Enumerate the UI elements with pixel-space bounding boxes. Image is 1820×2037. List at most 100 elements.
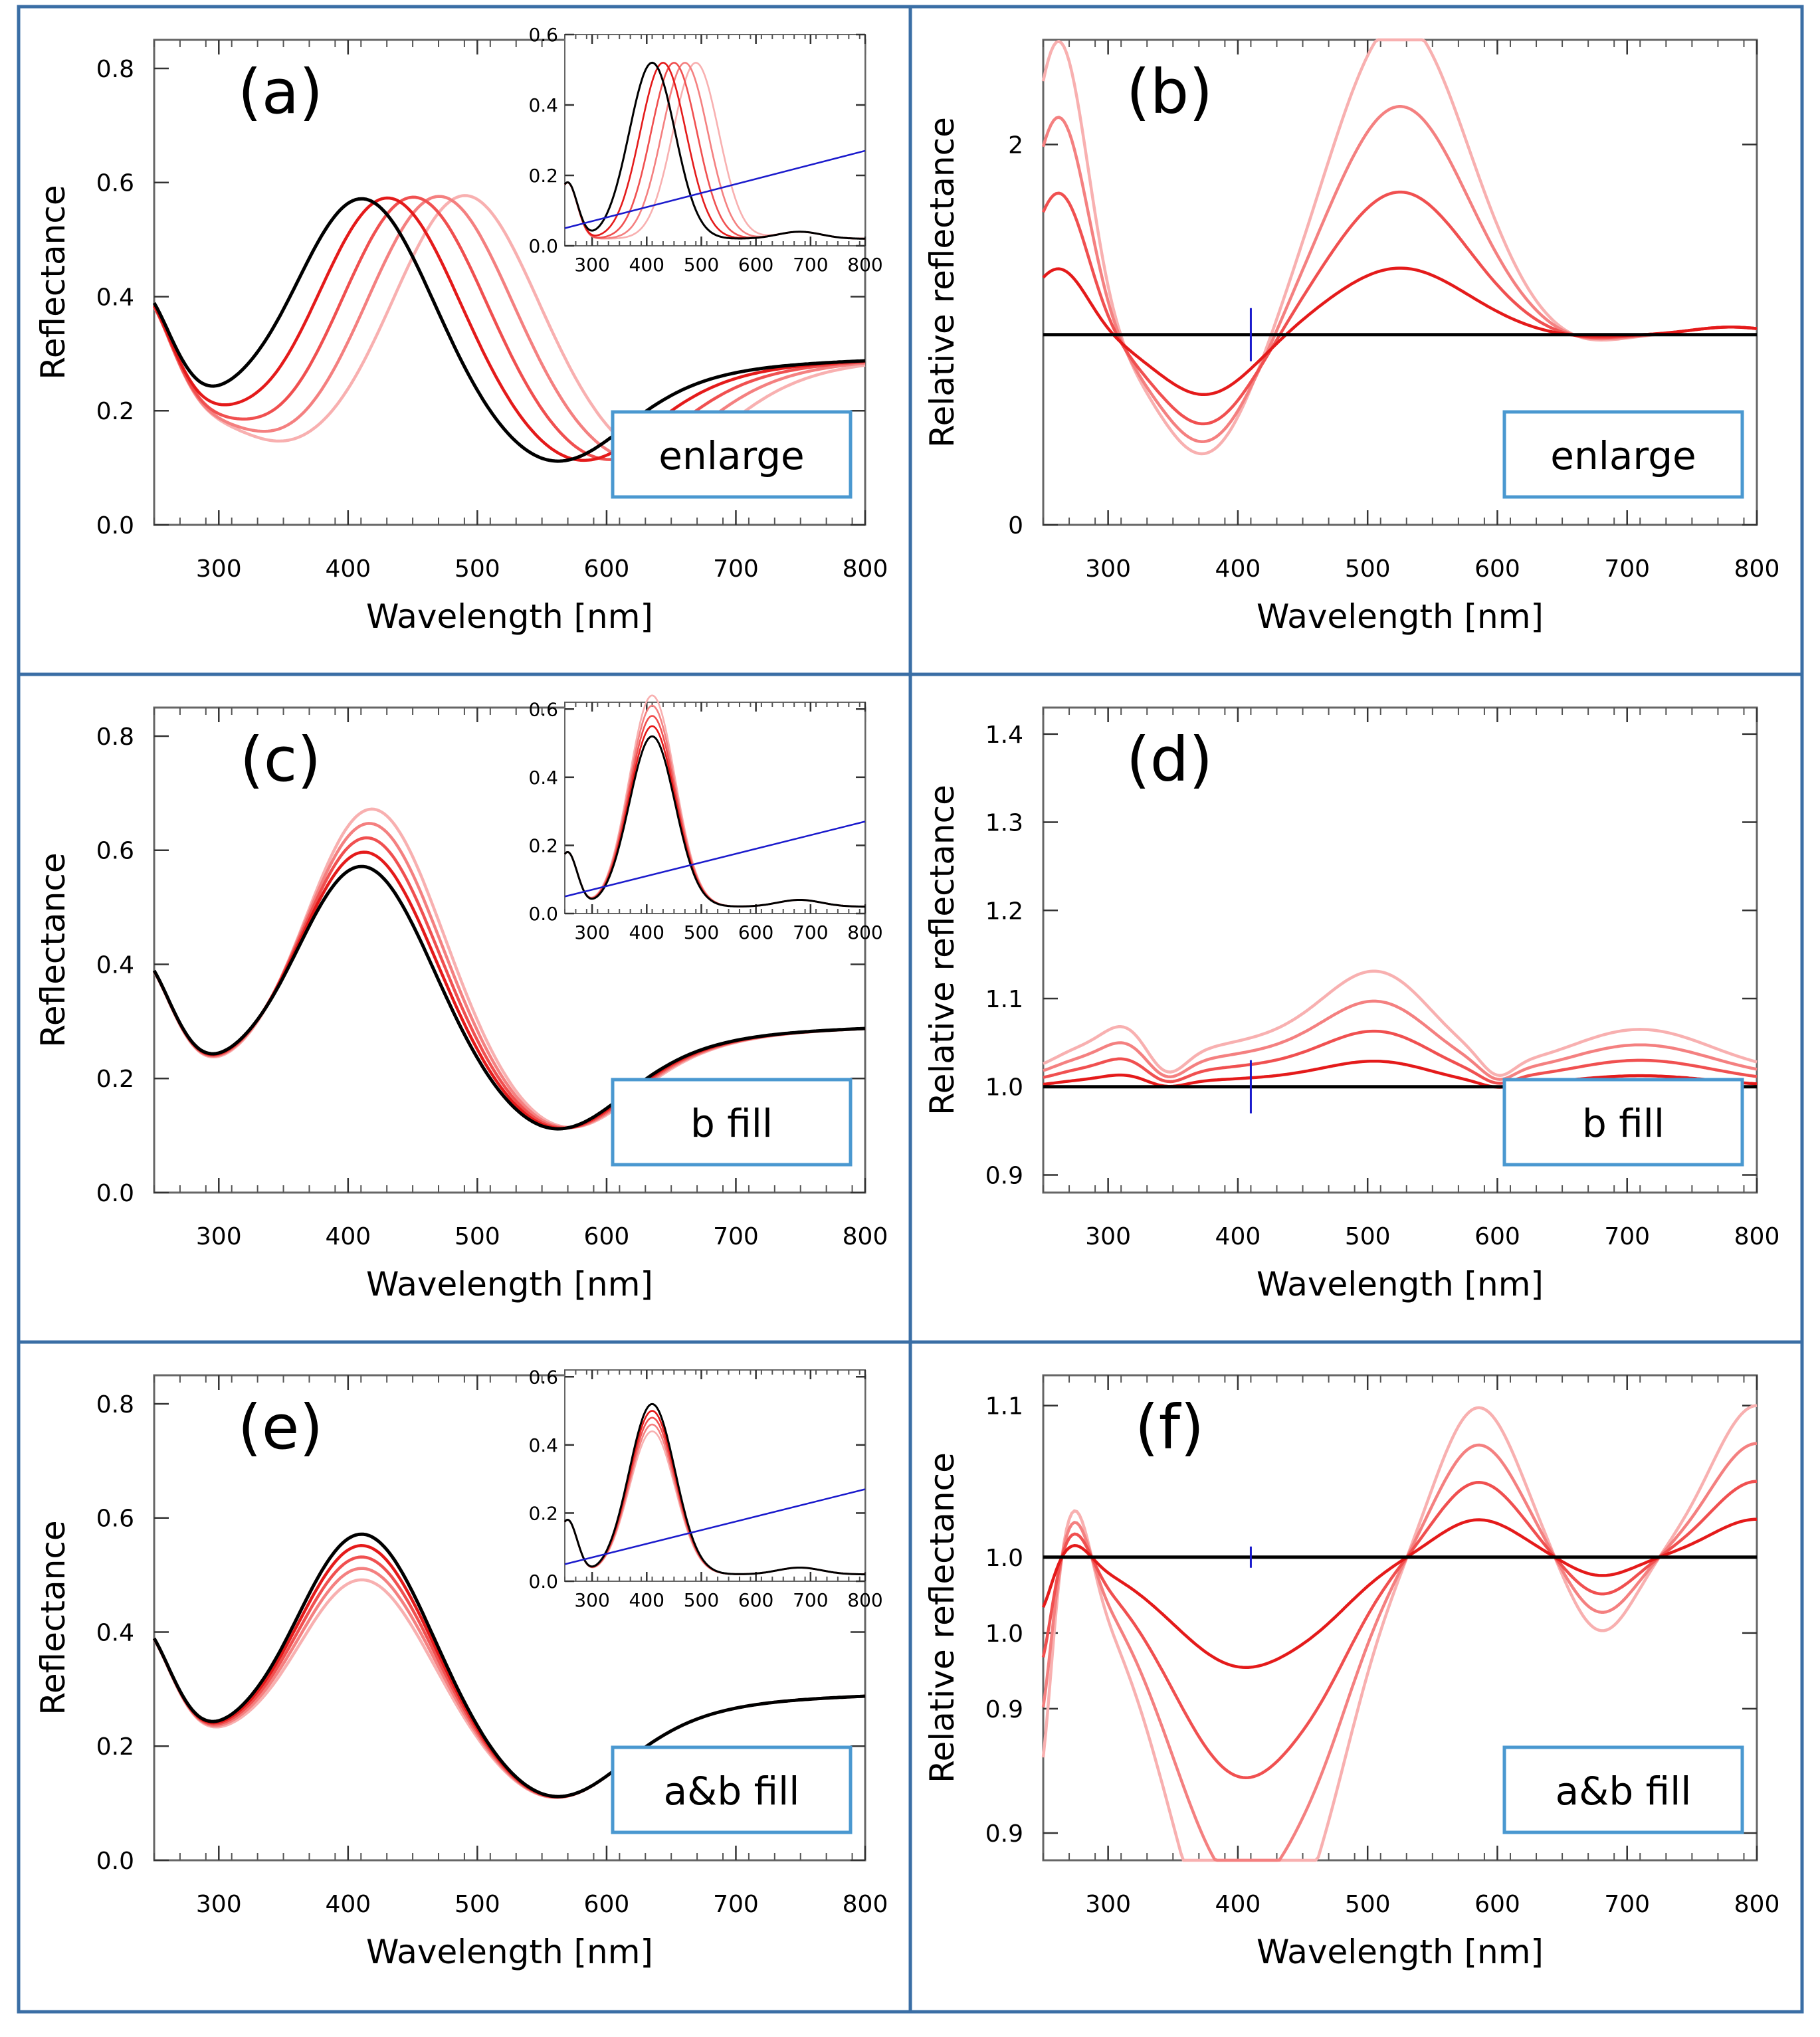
x-tick-label: 700 xyxy=(793,254,828,276)
y-tick-label: 0.8 xyxy=(96,724,134,751)
relative-series-line-4 xyxy=(1041,1404,1758,1862)
x-tick-label: 600 xyxy=(1474,1223,1520,1250)
series-line-3 xyxy=(153,195,866,460)
y-tick-label: 0.9 xyxy=(985,1820,1023,1848)
x-tick-label: 300 xyxy=(196,555,242,583)
x-tick-label: 800 xyxy=(1734,1223,1780,1250)
x-tick-label: 600 xyxy=(584,1223,630,1250)
y-tick-label: 1.1 xyxy=(985,1393,1023,1420)
x-tick-label: 500 xyxy=(1345,1223,1391,1250)
annotation-box-label: enlarge xyxy=(658,433,804,478)
y-tick-label: 0.6 xyxy=(528,698,558,720)
annotation-box-label: b fill xyxy=(690,1101,773,1146)
x-tick-label: 300 xyxy=(574,254,609,276)
inset-plot-frame xyxy=(564,702,866,914)
x-tick-label: 500 xyxy=(455,1891,500,1918)
relative-series-line-3 xyxy=(1041,105,1758,443)
x-tick-label: 300 xyxy=(196,1223,242,1250)
annotation-box xyxy=(611,1745,853,1834)
y-tick-label: 0.2 xyxy=(528,1502,558,1524)
panel-b: 300 400 500 600 700 800 0 2 Wavelength [nm] Relat… xyxy=(923,38,1780,636)
x-tick-label: 400 xyxy=(629,922,664,943)
inset-background xyxy=(565,702,865,914)
x-tick-label: 500 xyxy=(684,1589,719,1611)
y-tick-label: 0.8 xyxy=(96,56,134,83)
y-tick-label: 0.4 xyxy=(96,284,134,311)
reference-series-line xyxy=(152,197,866,463)
y-tick-label: 0.0 xyxy=(528,903,558,925)
y-tick-label: 0.9 xyxy=(985,1696,1023,1723)
y-tick-label: 1.3 xyxy=(985,810,1023,837)
y-tick-label: 0.2 xyxy=(528,834,558,856)
y-axis-label: Reflectance xyxy=(34,185,72,379)
y-tick-label: 0.0 xyxy=(96,512,134,539)
plot-frame xyxy=(153,39,866,526)
x-tick-label: 800 xyxy=(843,1891,888,1918)
annotation-box xyxy=(1502,1078,1744,1167)
y-tick-label: 0.4 xyxy=(96,951,134,979)
y-tick-label: 0.6 xyxy=(528,24,558,46)
y-tick-label: 2 xyxy=(1008,132,1023,159)
x-axis-label: Wavelength [nm] xyxy=(1257,597,1544,636)
panel-d: 300 400 500 600 700 800 0.9 1.0 1.1 1.2 1.3 1.4 Wave… xyxy=(923,706,1780,1304)
y-tick-label: 0.0 xyxy=(96,1180,134,1207)
annotation-box xyxy=(1502,1745,1744,1834)
x-axis-label: Wavelength [nm] xyxy=(1257,1933,1544,1971)
x-tick-label: 600 xyxy=(1474,555,1520,583)
x-tick-label: 700 xyxy=(1604,1891,1650,1918)
annotation-box-label: enlarge xyxy=(1550,433,1696,478)
x-tick-label: 700 xyxy=(713,555,759,583)
y-axis-label: Relative reflectance xyxy=(923,785,961,1116)
y-tick-label: 0.2 xyxy=(96,1733,134,1761)
inset-a: 300 400 500 600 700 800 0.0 0.2 0.4 0.6 xyxy=(528,24,882,276)
panel-label: (f) xyxy=(1135,1392,1204,1463)
inset-background xyxy=(565,35,865,246)
x-tick-label: 800 xyxy=(847,1589,882,1611)
inset-plot-frame xyxy=(564,1369,866,1582)
panel-label: (a) xyxy=(238,56,323,128)
x-tick-label: 700 xyxy=(713,1223,759,1250)
y-tick-label: 0.6 xyxy=(96,1505,134,1533)
x-tick-label: 800 xyxy=(847,254,882,276)
inset-background xyxy=(565,1370,865,1581)
x-tick-label: 500 xyxy=(684,922,719,943)
x-tick-label: 400 xyxy=(1215,555,1261,583)
x-tick-label: 800 xyxy=(1734,1891,1780,1918)
y-tick-label: 0.6 xyxy=(528,1366,558,1388)
x-tick-label: 600 xyxy=(1474,1891,1520,1918)
y-axis-label: Reflectance xyxy=(34,852,72,1047)
x-tick-label: 800 xyxy=(843,1223,888,1250)
x-tick-label: 500 xyxy=(684,254,719,276)
inset-blue-line xyxy=(564,821,866,898)
figure-frame xyxy=(17,5,1804,2014)
y-tick-label: 0.4 xyxy=(528,1434,558,1456)
plot-frame xyxy=(1042,706,1758,1194)
panel-label: (b) xyxy=(1126,56,1213,128)
reference-series-line xyxy=(152,1532,866,1798)
y-tick-label: 0 xyxy=(1008,512,1023,539)
panel-f: 300 400 500 600 700 800 0.9 0.9 1.0 1.0 1.1 Wavelen… xyxy=(923,1374,1780,1971)
x-tick-label: 600 xyxy=(738,1589,773,1611)
x-tick-label: 600 xyxy=(584,1891,630,1918)
y-tick-label: 0.9 xyxy=(985,1162,1023,1189)
panel-label: (c) xyxy=(240,724,321,795)
x-tick-label: 700 xyxy=(713,1891,759,1918)
x-tick-label: 400 xyxy=(629,1589,664,1611)
panel-e: 300 400 500 600 700 800 0.0 0.2 0.4 0.6 0.8 Wavelen… xyxy=(34,1366,888,1971)
relative-series-line-3 xyxy=(1043,999,1758,1081)
relative-series-line-3 xyxy=(1041,1442,1758,1862)
x-tick-label: 800 xyxy=(1734,555,1780,583)
y-axis-label: Reflectance xyxy=(34,1520,72,1715)
x-tick-label: 600 xyxy=(738,254,773,276)
x-tick-label: 700 xyxy=(1604,555,1650,583)
series-line-2 xyxy=(153,195,866,461)
inset-blue-line xyxy=(564,149,866,229)
y-tick-label: 1.0 xyxy=(985,1074,1023,1102)
x-tick-label: 600 xyxy=(738,922,773,943)
x-tick-label: 400 xyxy=(325,1223,371,1250)
x-tick-label: 700 xyxy=(1604,1223,1650,1250)
reference-series-line xyxy=(152,864,866,1131)
plot-frame xyxy=(153,706,866,1194)
y-tick-label: 0.0 xyxy=(528,235,558,257)
